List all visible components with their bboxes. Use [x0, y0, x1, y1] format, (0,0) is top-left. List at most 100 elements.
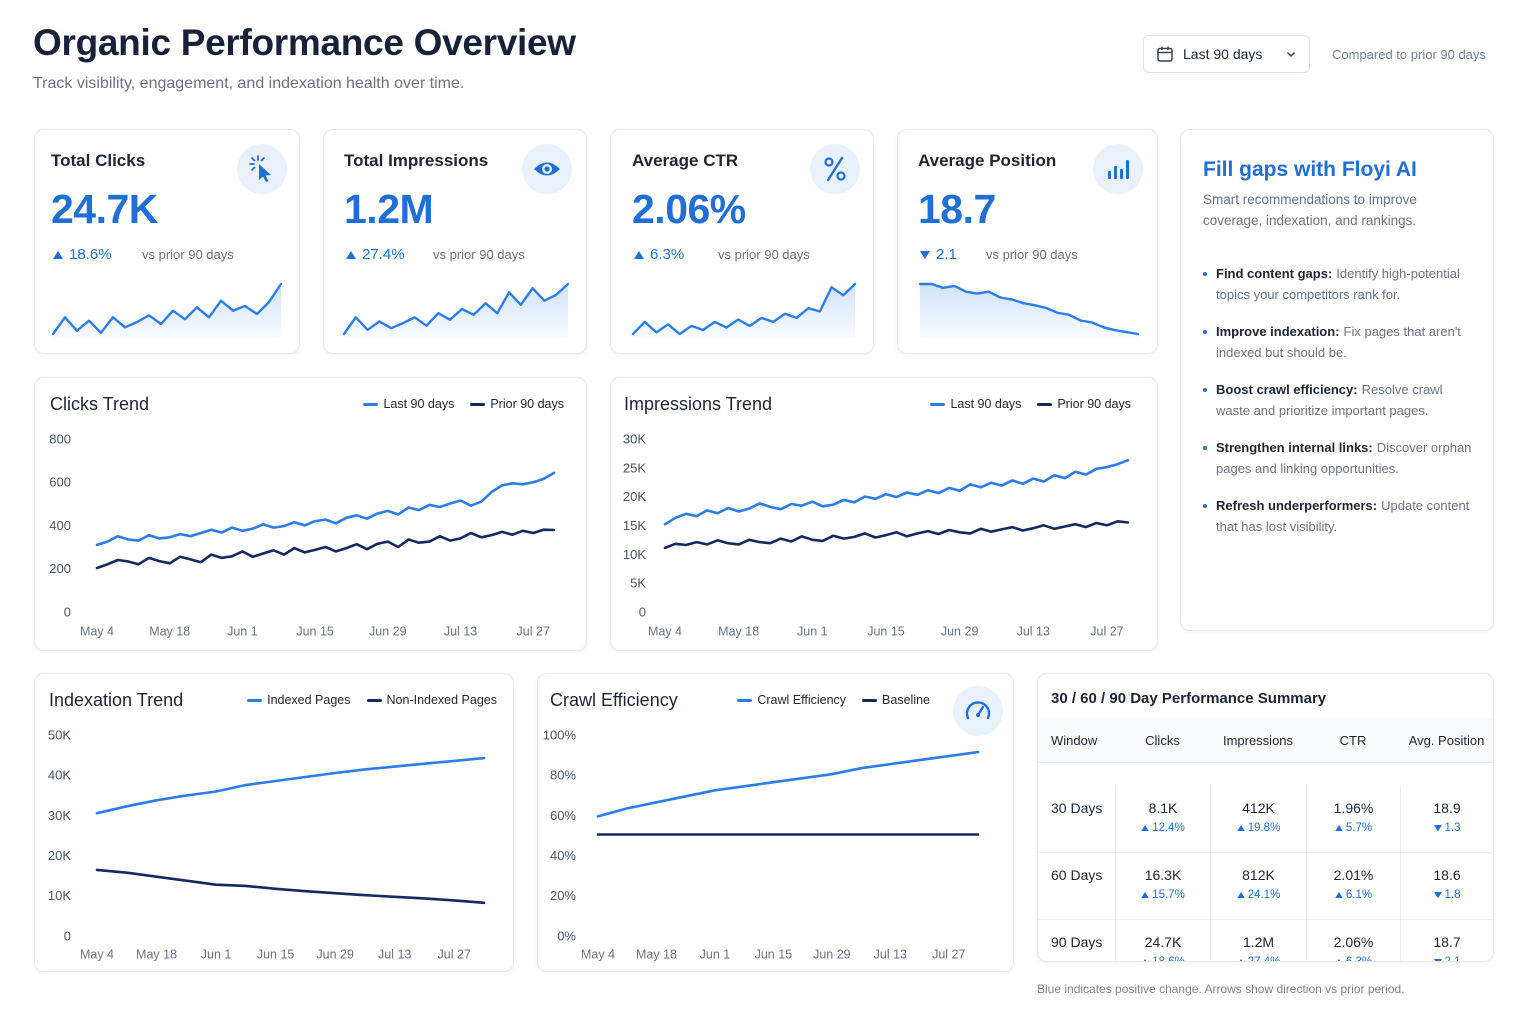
kpi-change: 6.3% [634, 246, 684, 263]
bullet [1203, 388, 1207, 392]
y-tick-label: 0 [639, 604, 646, 619]
legend-label: Non-Indexed Pages [386, 693, 498, 707]
kpi-card: Average Position 18.7 2.1 vs prior 90 da… [897, 129, 1158, 354]
cell-value: 812K [1242, 867, 1275, 883]
arrow-up [1337, 958, 1341, 961]
y-tick-label: 10K [623, 547, 646, 562]
x-tick-label: Jul 27 [932, 947, 965, 961]
kpi-icon [1093, 144, 1143, 194]
cell-value: 18.6 [1433, 867, 1461, 883]
recommendation-text: Identify high-potential topics your comp… [1216, 266, 1460, 302]
series-line [663, 458, 1130, 526]
kpi-label: Total Impressions [344, 151, 489, 170]
kpi-change: 27.4% [346, 246, 405, 263]
legend: Indexed Pages Non-Indexed Pages [247, 693, 497, 707]
recommendation-lead: Find content gaps: [1216, 266, 1333, 281]
y-tick-label: 20% [550, 888, 576, 903]
cell-change: 5.7% [1307, 822, 1400, 834]
table-cell: 8.1K 12.4% [1115, 786, 1210, 853]
x-tick-label: Jul 13 [874, 947, 907, 961]
chevron-icon [1286, 51, 1296, 58]
cell-change: 6.3% [1307, 956, 1400, 961]
legend-label: Baseline [882, 693, 930, 707]
date-range-label: Last 90 days [1183, 46, 1263, 62]
arrow-down [1433, 958, 1442, 961]
comparison-note: Compared to prior 90 days [1332, 47, 1486, 62]
legend-swatch [930, 402, 946, 406]
y-tick-label: 80% [550, 768, 576, 783]
table-cell: 1.2M 27.4% [1210, 920, 1306, 961]
recommendation-lead: Strengthen internal links: [1216, 440, 1373, 455]
chart-title: Crawl Efficiency [550, 690, 678, 710]
cell-change: 27.4% [1211, 956, 1306, 961]
table-cell: 2.06% 6.3% [1306, 920, 1400, 961]
kpi-label: Average Position [918, 151, 1057, 170]
change-value: 5.7% [1345, 822, 1373, 834]
kpi-change-value: 6.3% [650, 246, 685, 263]
kpi-value: 18.7 [918, 186, 996, 232]
table-cell: 24.7K 18.6% [1115, 920, 1210, 961]
y-tick-label: 50K [48, 727, 71, 742]
column-header: Impressions [1210, 719, 1306, 763]
y-tick-label: 40% [550, 848, 576, 863]
cell-change: 2.1 [1401, 956, 1493, 961]
cell-change: 15.7% [1116, 889, 1210, 901]
arrow-up [1239, 958, 1243, 961]
y-tick-label: 25K [623, 460, 646, 475]
x-tick-label: Jun 15 [755, 947, 793, 961]
recommendation-lead: Improve indexation: [1216, 324, 1340, 339]
x-tick-label: May 18 [718, 624, 759, 638]
arrow-up [1334, 824, 1343, 832]
sparkline [342, 282, 570, 338]
footnote: Blue indicates positive change. Arrows s… [1037, 982, 1405, 996]
summary-table: Window Clicks Impressions CTR Avg. Position 3… [1038, 719, 1493, 961]
kpi-value: 2.06% [632, 186, 746, 232]
kpi-icon [522, 144, 572, 194]
arrow-up [634, 250, 644, 259]
sparkline-line [51, 282, 283, 336]
legend: Crawl Efficiency Baseline [737, 693, 930, 707]
kpi-label: Total Clicks [51, 151, 146, 170]
bar-chart-icon [1108, 160, 1129, 179]
series-line [95, 528, 556, 570]
change-value: 1.3 [1444, 822, 1461, 834]
x-tick-label: Jul 27 [438, 947, 471, 961]
x-tick-label: May 18 [636, 947, 677, 961]
legend-item: Indexed Pages [247, 693, 351, 707]
table-cell: 18.9 1.3 [1400, 786, 1493, 853]
y-tick-label: 400 [49, 518, 71, 533]
arrow-down [920, 250, 930, 259]
legend-label: Indexed Pages [267, 693, 351, 707]
kpi-comparison: vs prior 90 days [718, 247, 810, 262]
legend-swatch [247, 698, 263, 702]
x-tick-label: May 18 [149, 624, 190, 638]
arrow-up [1334, 891, 1343, 899]
date-range-dropdown[interactable]: Last 90 days [1143, 35, 1310, 73]
arrow-down [1433, 891, 1442, 899]
series-line [95, 756, 486, 815]
y-tick-label: 200 [49, 561, 71, 576]
change-value: 6.1% [1345, 889, 1373, 901]
chart-card: 0 10K 20K 30K 40K 50K May 4 May 18 Jun 1 Jun 15 Ju… [34, 673, 514, 972]
sparkline [631, 282, 857, 338]
recommendation-text: Update content that has lost visibility. [1216, 498, 1470, 534]
legend-item: Crawl Efficiency [737, 693, 846, 707]
x-tick-label: Jun 1 [797, 624, 828, 638]
column-header: Window [1038, 719, 1115, 763]
cell-value: 18.9 [1433, 800, 1461, 816]
cell-change: 1.8 [1401, 889, 1493, 901]
y-tick-label: 60% [550, 808, 576, 823]
table-cell: 412K 19.8% [1210, 786, 1306, 853]
arrow-up [53, 250, 63, 259]
bullet [1203, 446, 1207, 450]
table-cell: 16.3K 15.7% [1115, 853, 1210, 920]
table-title: 30 / 60 / 90 Day Performance Summary [1051, 690, 1327, 707]
cell-change: 12.4% [1116, 822, 1210, 834]
bullet [1203, 330, 1207, 334]
x-tick-label: Jun 1 [201, 947, 232, 961]
cell-value: 16.3K [1144, 867, 1182, 883]
bullet [1203, 504, 1207, 508]
cell-value: 18.7 [1433, 934, 1461, 950]
calendar-icon [1157, 46, 1173, 62]
cell-value: 412K [1242, 800, 1275, 816]
